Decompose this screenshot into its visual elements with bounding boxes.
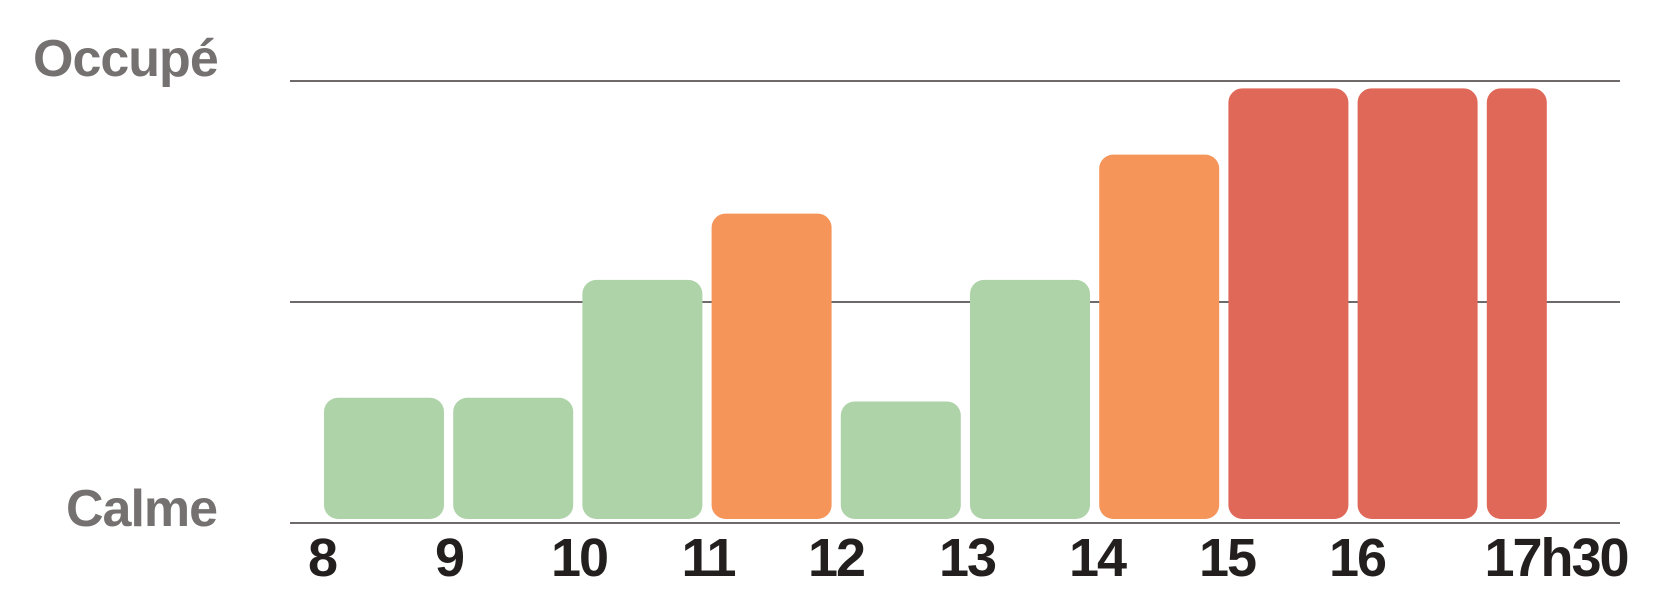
x-tick-12: 12 xyxy=(808,528,864,588)
x-tick-14: 14 xyxy=(1069,528,1127,588)
x-tick-17h30: 17h30 xyxy=(1484,528,1627,588)
x-tick-13: 13 xyxy=(939,528,996,588)
y-label-calm: Calme xyxy=(66,480,218,538)
x-tick-10: 10 xyxy=(551,528,607,588)
bar-13 xyxy=(970,279,1090,519)
bar-9 xyxy=(453,397,574,519)
bar-10 xyxy=(582,279,703,519)
y-label-busy: Occupé xyxy=(33,30,219,88)
bar-14 xyxy=(1099,154,1220,519)
x-tick-9: 9 xyxy=(435,528,464,588)
x-tick-labels: 8 9 10 11 12 13 14 15 16 17h30 xyxy=(308,528,1630,588)
bar-12 xyxy=(840,401,961,519)
bars xyxy=(324,88,1547,519)
bar-11 xyxy=(711,213,832,519)
bar-16 xyxy=(1357,88,1478,519)
bar-15 xyxy=(1228,88,1349,519)
bar-17 xyxy=(1486,88,1547,519)
x-tick-11: 11 xyxy=(681,528,735,588)
x-tick-15: 15 xyxy=(1199,528,1256,588)
bar-8 xyxy=(324,397,444,519)
x-tick-16: 16 xyxy=(1329,528,1386,588)
x-tick-8: 8 xyxy=(308,528,337,588)
